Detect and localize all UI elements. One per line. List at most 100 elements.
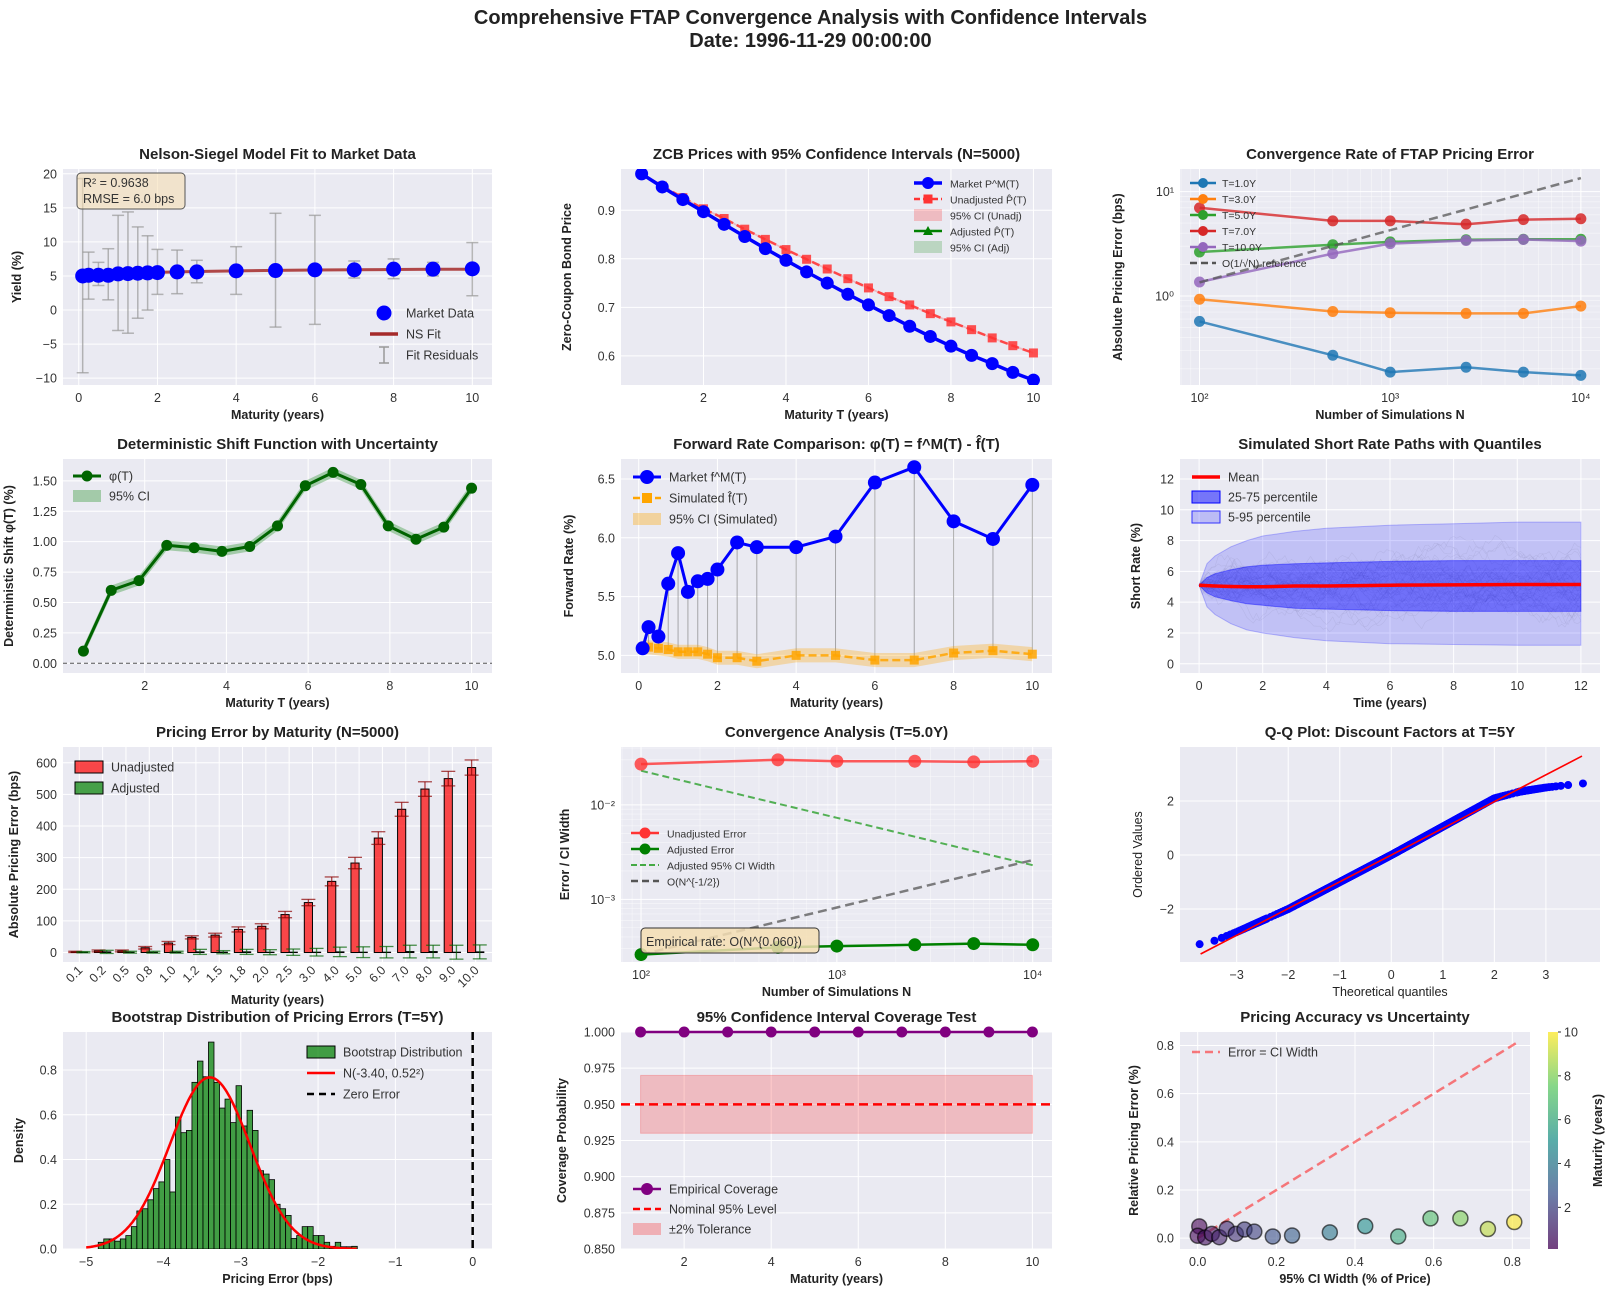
bar-errorbar xyxy=(402,944,417,959)
simulated-forward-point xyxy=(693,647,703,657)
legend-label: T=1.0Y xyxy=(1222,178,1256,190)
legend-item: Adjusted P̂(T) xyxy=(914,225,1014,239)
phi-point xyxy=(438,521,450,533)
bar xyxy=(187,936,197,954)
market-forward-point xyxy=(680,584,695,599)
x-tick-label: 2 xyxy=(700,391,707,405)
market-price-point xyxy=(717,217,731,231)
simulated-forward-point xyxy=(1027,649,1037,659)
legend-item: N(-3.40, 0.52²) xyxy=(307,1067,424,1081)
unadjusted-error-point xyxy=(771,753,785,767)
market-price-point xyxy=(738,229,752,243)
histogram-bar xyxy=(169,1191,176,1249)
legend-label: 95% CI (Unadj) xyxy=(950,211,1022,223)
simulated-path xyxy=(1198,573,1582,631)
bar-errorbar xyxy=(324,876,339,887)
y-tick-label: 5 xyxy=(50,269,57,283)
histogram-bar xyxy=(130,1226,138,1249)
x-tick-label: 3.0 xyxy=(296,963,318,985)
y-axis-label: Absolute Pricing Error (bps) xyxy=(1111,193,1125,360)
legend-swatch xyxy=(633,1223,661,1235)
x-tick-label: 0 xyxy=(1196,679,1203,693)
y-axis-label: Deterministic Shift φ(T) (%) xyxy=(2,485,16,647)
histogram-bar xyxy=(246,1109,253,1249)
legend-label: 95% CI xyxy=(109,490,150,504)
x-tick-label: 0.8 xyxy=(1504,1255,1521,1269)
legend-item: Fit Residuals xyxy=(379,346,478,364)
histogram-bar xyxy=(191,1081,198,1249)
bar xyxy=(350,862,360,954)
market-price-point xyxy=(923,329,937,343)
y-tick-label: 0 xyxy=(1167,849,1174,863)
data-point xyxy=(1384,215,1396,227)
legend-item: O(N^{-1/2}) xyxy=(631,877,720,889)
x-tick-label: −5 xyxy=(79,1255,93,1269)
x-tick-label: 0 xyxy=(469,1255,476,1269)
y-axis-label: Error / CI Width xyxy=(558,809,572,901)
bar-series-adjusted xyxy=(76,944,487,960)
histogram-bar xyxy=(219,1107,226,1249)
legend-label: Mean xyxy=(1228,471,1259,485)
legend-item: Simulated f̂(T) xyxy=(633,490,748,506)
market-price-point xyxy=(882,309,896,323)
legend: Unadjusted Error Adjusted Error Adjusted 9… xyxy=(631,827,775,889)
x-tick-label: 0 xyxy=(1388,968,1395,982)
y-tick-label: 0.9 xyxy=(598,204,615,218)
x-tick-label: 4 xyxy=(223,679,230,693)
y-tick-label: 0.2 xyxy=(40,1198,57,1212)
scatter-point xyxy=(1452,1210,1469,1227)
histogram-bar xyxy=(257,1170,264,1249)
legend-marker xyxy=(1198,242,1208,252)
legend-swatch xyxy=(633,513,661,525)
bar-errorbar xyxy=(464,759,479,776)
simulated-path xyxy=(1198,551,1582,614)
y-tick-label: 0.8 xyxy=(598,252,615,266)
simulated-forward-point xyxy=(703,649,713,659)
subplot-qq-plot: −3 −2 −1 0 1 2 3 −2 0 2 Q-Q Plot: Discount Factors… xyxy=(1131,724,1600,999)
coverage-point xyxy=(896,1026,908,1038)
unadjusted-error-point xyxy=(634,757,648,771)
phi-point xyxy=(327,466,339,478)
y-tick-label: 20 xyxy=(43,167,57,181)
x-tick-label: 0.6 xyxy=(1425,1255,1442,1269)
legend-item: Zero Error xyxy=(307,1088,400,1102)
colorbar-tick-label: 4 xyxy=(1564,1157,1571,1171)
x-tick-label: −2 xyxy=(311,1255,325,1269)
x-axis-label: Theoretical quantiles xyxy=(1332,985,1447,999)
phi-point xyxy=(77,645,89,657)
coverage-point xyxy=(983,1026,995,1038)
y-tick-label: −5 xyxy=(43,338,57,352)
unadjusted-error-point xyxy=(967,755,981,769)
histogram-bar xyxy=(152,1188,160,1249)
y-tick-label: 400 xyxy=(36,820,57,834)
legend-marker xyxy=(642,493,652,503)
fit-stats-annotation: R² = 0.9638 RMSE = 6.0 bps xyxy=(76,172,186,210)
chart-title: Forward Rate Comparison: φ(T) = f^M(T) -… xyxy=(673,434,1000,453)
x-tick-label: 8 xyxy=(390,391,397,405)
x-tick-label: 0.0 xyxy=(1189,1255,1206,1269)
y-axis-label: Forward Rate (%) xyxy=(562,515,576,618)
x-tick-label: 4 xyxy=(782,391,789,405)
coverage-point xyxy=(765,1026,777,1038)
chart-title: Deterministic Shift Function with Uncert… xyxy=(117,436,439,453)
simulated-path xyxy=(1198,541,1582,600)
plot-content xyxy=(75,177,480,374)
histogram-bar xyxy=(307,1226,314,1249)
market-data-point xyxy=(228,263,244,279)
unadjusted-price-point xyxy=(925,309,935,319)
bar-errorbar xyxy=(146,950,161,954)
x-tick-label: 1.8 xyxy=(226,963,248,985)
bar-errorbar xyxy=(76,950,91,954)
plot-content xyxy=(86,1032,474,1249)
y-tick-label: 10¹ xyxy=(1156,185,1174,199)
x-tick-label: 8 xyxy=(950,679,957,693)
adjusted-error-point xyxy=(1026,938,1040,952)
simulated-path xyxy=(1199,559,1582,610)
simulated-path xyxy=(1198,570,1581,614)
x-tick-label: 2.5 xyxy=(273,963,295,985)
x-tick-label: 5.0 xyxy=(343,963,365,985)
x-tick-label: 2 xyxy=(1259,679,1266,693)
x-tick-label: 1.2 xyxy=(180,963,202,985)
qq-point xyxy=(1564,781,1573,790)
unadjusted-error-point xyxy=(830,754,844,768)
